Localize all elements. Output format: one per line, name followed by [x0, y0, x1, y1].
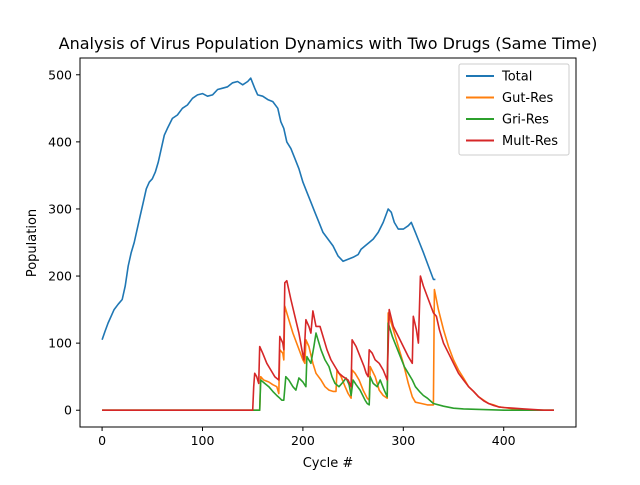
series-line-gri-res: [102, 322, 554, 412]
plot-frame: [79, 57, 577, 428]
legend: Total Gut-Res Gri-Res Mult-Res: [458, 63, 570, 156]
x-tick-label: 0: [98, 433, 106, 448]
y-tick-label: 500: [48, 67, 72, 82]
x-tick-label: 400: [492, 433, 516, 448]
legend-label: Total: [501, 70, 532, 85]
legend-label: Mult-Res: [502, 134, 558, 149]
y-tick-label: 200: [48, 269, 72, 284]
y-axis: 0 100 200 300 400 500: [48, 67, 80, 418]
y-tick-label: 0: [64, 403, 72, 418]
legend-label: Gut-Res: [502, 91, 554, 106]
x-tick-label: 100: [191, 433, 215, 448]
y-tick-label: 400: [48, 134, 72, 149]
y-tick-label: 300: [48, 201, 72, 216]
chart-title: Analysis of Virus Population Dynamics wi…: [59, 34, 598, 53]
legend-label: Gri-Res: [502, 113, 549, 128]
y-axis-label: Population: [25, 209, 40, 277]
x-tick-label: 300: [391, 433, 415, 448]
series-line-mult-res: [102, 275, 554, 412]
x-axis-label: Cycle #: [303, 456, 354, 471]
series-layer: [101, 77, 554, 412]
y-tick-label: 100: [48, 336, 72, 351]
legend-frame: [458, 63, 570, 156]
series-line-total: [101, 77, 436, 341]
x-tick-label: 200: [291, 433, 315, 448]
x-axis: 0 100 200 300 400: [98, 427, 516, 448]
series-line-gut-res: [102, 288, 554, 412]
